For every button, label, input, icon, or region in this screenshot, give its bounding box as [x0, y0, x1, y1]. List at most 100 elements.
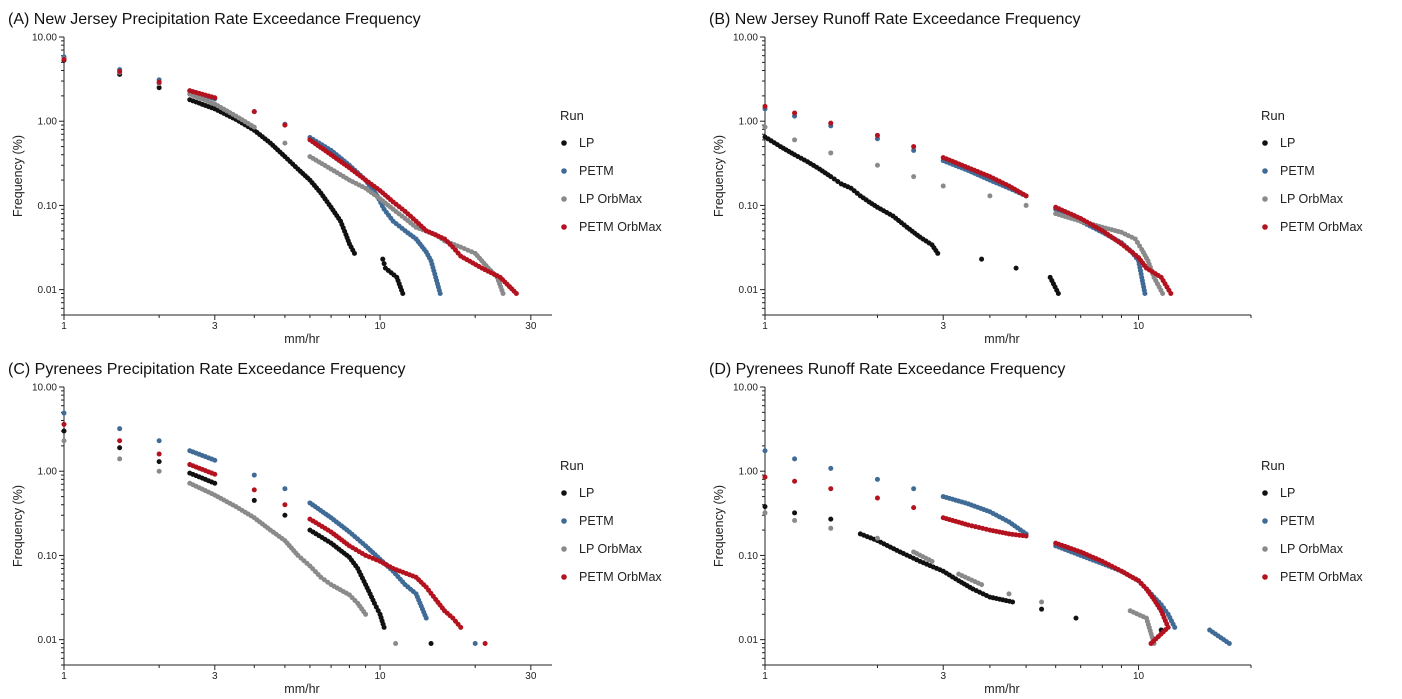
chart-b-point: [1023, 202, 1029, 208]
chart-c-series-lp: [61, 428, 434, 647]
chart-b-legend-label: LP OrbMax: [1280, 192, 1344, 206]
chart-c-point: [472, 641, 478, 647]
panel-a: (A) New Jersey Precipitation Rate Exceed…: [0, 0, 701, 350]
chart-d-y-tick-label: 10.00: [733, 383, 758, 394]
chart-d-point: [1073, 615, 1079, 621]
chart-d-x-tick-label: 3: [940, 671, 946, 682]
chart-d-point: [828, 465, 834, 471]
chart-b-svg: (B) New Jersey Runoff Rate Exceedance Fr…: [709, 11, 1363, 346]
chart-c-x-tick-label: 3: [212, 671, 218, 682]
chart-c-point: [251, 487, 257, 493]
chart-a-point: [282, 140, 288, 146]
chart-a-legend-marker: [561, 224, 567, 230]
chart-c-legend-marker: [561, 546, 567, 552]
chart-c-series-petm-orbmax: [61, 421, 488, 647]
chart-d-point: [929, 558, 935, 564]
panel-b: (B) New Jersey Runoff Rate Exceedance Fr…: [701, 0, 1402, 350]
chart-a-series-lp: [61, 57, 406, 297]
chart-b-point: [828, 120, 834, 126]
chart-d-legend-label: LP OrbMax: [1280, 542, 1344, 556]
chart-c-point: [117, 438, 123, 444]
chart-b-point: [1023, 193, 1029, 199]
chart-b-legend-marker: [1262, 140, 1268, 146]
chart-b-point: [792, 110, 798, 116]
chart-a-y-tick-label: 10.00: [32, 33, 57, 44]
chart-b-y-label: Frequency (%): [712, 135, 726, 217]
chart-c-x-tick-label: 30: [525, 671, 537, 682]
chart-d-point: [792, 510, 798, 516]
chart-d-point: [1148, 641, 1154, 647]
chart-a-legend-marker: [561, 168, 567, 174]
chart-b-legend-title: Run: [1261, 108, 1285, 123]
chart-b-point: [835, 178, 841, 184]
chart-c-legend-label: LP: [579, 486, 594, 500]
chart-c-point: [282, 502, 288, 508]
chart-c-point: [61, 438, 67, 444]
chart-c-legend-title: Run: [560, 458, 584, 473]
chart-a-point: [212, 95, 218, 101]
chart-b-point: [1160, 291, 1166, 297]
panel-d: (D) Pyrenees Runoff Rate Exceedance Freq…: [701, 350, 1402, 699]
chart-c-point: [212, 457, 218, 463]
chart-d-x-tick-label: 1: [762, 671, 768, 682]
chart-c-legend-marker: [561, 518, 567, 524]
chart-b-point: [911, 144, 917, 150]
chart-c-point: [423, 615, 429, 621]
chart-d-point: [828, 486, 834, 492]
chart-a-svg: (A) New Jersey Precipitation Rate Exceed…: [8, 11, 662, 346]
chart-c-x-tick-label: 10: [374, 671, 386, 682]
chart-a-point: [251, 109, 257, 115]
chart-c-legend-marker: [561, 490, 567, 496]
chart-d-point: [762, 448, 768, 454]
chart-d-series-petm-orbmax: [762, 474, 1171, 647]
chart-d-point: [911, 486, 917, 492]
chart-d-point: [1226, 641, 1232, 647]
chart-c-point: [251, 497, 257, 503]
chart-c-point: [381, 624, 387, 630]
chart-c-point: [458, 624, 464, 630]
chart-d-point: [762, 510, 768, 516]
chart-b-point: [987, 193, 993, 199]
chart-d-point: [1039, 599, 1045, 605]
chart-c-point: [282, 512, 288, 518]
chart-d-y-tick-label: 0.01: [739, 635, 759, 646]
chart-b-point: [762, 124, 768, 130]
chart-d-y-label: Frequency (%): [712, 485, 726, 567]
chart-b-y-tick-label: 0.10: [739, 201, 759, 212]
chart-b-legend-marker: [1262, 224, 1268, 230]
chart-d-point: [874, 476, 880, 482]
chart-d-point: [874, 535, 880, 541]
chart-c-point: [156, 451, 162, 457]
chart-c-point: [61, 421, 67, 427]
chart-b-point: [792, 137, 798, 143]
chart-a-legend-label: LP: [579, 136, 594, 150]
chart-a-legend-title: Run: [560, 108, 584, 123]
chart-c-point: [363, 611, 369, 617]
chart-a-point: [251, 124, 257, 130]
chart-c-legend-label: LP OrbMax: [579, 542, 643, 556]
chart-b-point: [935, 250, 941, 256]
chart-a-legend-marker: [561, 140, 567, 146]
chart-a-point: [400, 291, 406, 297]
chart-d-point: [792, 478, 798, 484]
chart-d-series-petm: [762, 448, 1232, 647]
chart-a-point: [513, 291, 519, 297]
chart-a-x-tick-label: 10: [374, 321, 386, 332]
chart-d-y-tick-label: 1.00: [739, 467, 759, 478]
chart-d-y-tick-label: 0.10: [739, 551, 759, 562]
chart-d-x-label: mm/hr: [984, 682, 1019, 696]
chart-c-y-tick-label: 10.00: [32, 383, 57, 394]
chart-d-point: [911, 505, 917, 511]
chart-c-title: (C) Pyrenees Precipitation Rate Exceedan…: [8, 361, 406, 378]
chart-d-legend-label: PETM: [1280, 514, 1315, 528]
chart-b-series-lp: [762, 134, 1061, 297]
chart-c-legend-label: PETM: [579, 514, 614, 528]
chart-c-point: [282, 486, 288, 492]
chart-b-y-tick-label: 0.01: [739, 285, 759, 296]
chart-a-point: [117, 68, 123, 74]
chart-d-point: [874, 495, 880, 501]
chart-d-point: [979, 582, 985, 588]
chart-a-point: [61, 57, 67, 63]
chart-d-point: [762, 504, 768, 510]
chart-b-point: [828, 150, 834, 156]
